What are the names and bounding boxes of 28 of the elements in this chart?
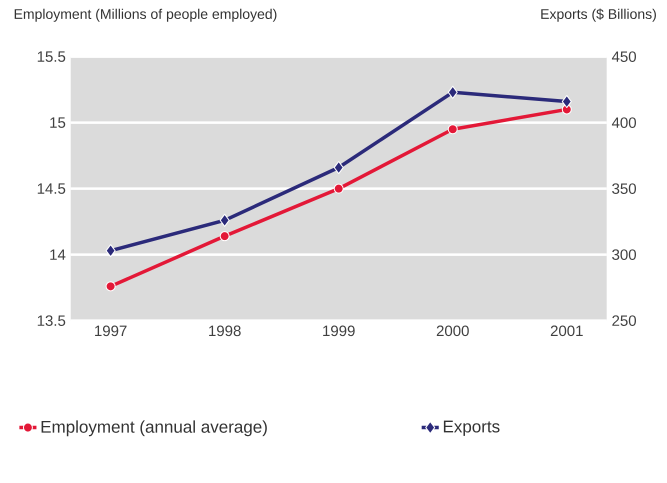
point: [562, 95, 572, 108]
point: [448, 124, 458, 134]
y-tick-label: 15.5: [38, 51, 66, 62]
y-axis-title: Employment (Millions of people employed): [14, 8, 276, 22]
y2-tick-label: 250: [612, 315, 636, 326]
point: [220, 231, 230, 242]
y-tick-label: 13.5: [38, 315, 66, 326]
y-tick-label: 15: [50, 117, 66, 128]
x-tick-label: 1999: [323, 326, 355, 336]
point: [334, 161, 344, 174]
legend-label: Employment (annual average): [42, 420, 267, 436]
x-tick-label: 1997: [95, 326, 127, 336]
point: [334, 184, 344, 194]
x-tick-label: 2001: [550, 326, 583, 336]
y2-tick-label: 450: [612, 51, 636, 62]
y2-tick-label: 350: [612, 183, 636, 194]
y-tick-label: 14.5: [38, 183, 66, 194]
y-tick-label: 14: [50, 249, 66, 260]
point: [448, 86, 458, 99]
point: [106, 281, 116, 292]
y2-tick-label: 300: [612, 249, 636, 260]
y2-tick-label: 400: [612, 117, 636, 128]
point: [106, 244, 116, 258]
x-tick-label: 2000: [436, 326, 469, 336]
x-tick-label: 1998: [209, 326, 241, 336]
legend-label: Exports: [444, 420, 500, 436]
point: [220, 214, 230, 227]
y2-axis-title: Exports ($ Billions): [541, 8, 656, 22]
